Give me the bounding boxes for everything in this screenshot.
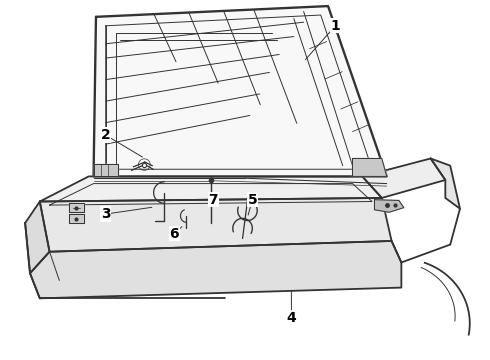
- Polygon shape: [374, 200, 404, 212]
- Text: 4: 4: [287, 311, 296, 325]
- Polygon shape: [352, 158, 387, 176]
- Polygon shape: [25, 202, 49, 273]
- Text: 3: 3: [101, 207, 111, 221]
- Polygon shape: [94, 6, 387, 176]
- Polygon shape: [94, 164, 118, 176]
- Polygon shape: [69, 203, 84, 212]
- Text: 1: 1: [331, 19, 340, 33]
- Polygon shape: [431, 158, 460, 209]
- Polygon shape: [69, 214, 84, 223]
- Text: 2: 2: [101, 128, 111, 142]
- Text: 7: 7: [208, 193, 218, 207]
- Polygon shape: [40, 176, 382, 202]
- Polygon shape: [362, 158, 445, 198]
- Polygon shape: [30, 241, 401, 298]
- Polygon shape: [40, 198, 392, 252]
- Text: 5: 5: [247, 193, 257, 207]
- Text: 6: 6: [170, 227, 179, 241]
